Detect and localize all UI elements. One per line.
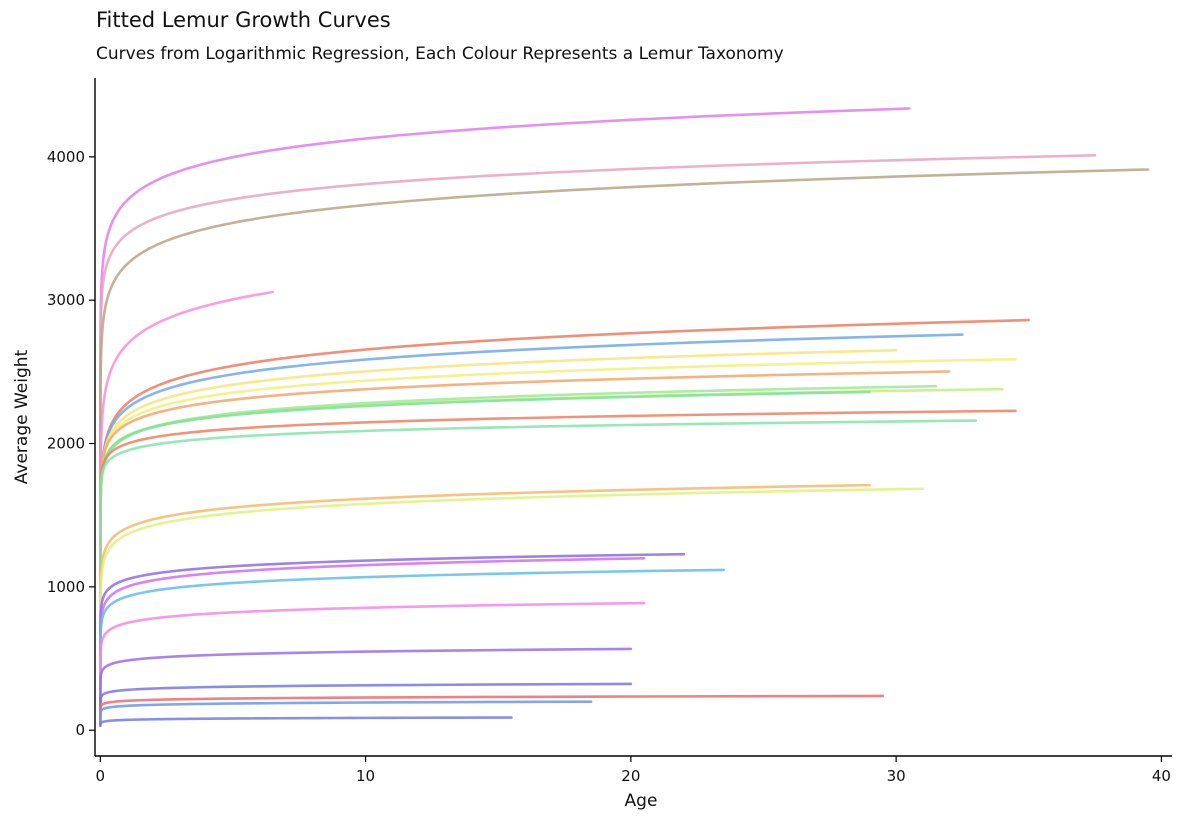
x-axis-ticks: 0 10 20 30 40 [96,756,1171,785]
growth-curve-18 [99,556,646,718]
growth-curve-19 [99,568,725,718]
growth-curve-17 [99,552,686,718]
growth-curve-8 [99,357,1017,689]
growth-curve-16 [99,487,924,711]
x-axis-title: Age [625,791,658,811]
growth-curve-15 [99,483,871,711]
growth-curve-25 [99,716,513,728]
x-tick-label: 0 [96,767,106,785]
y-tick-label: 0 [75,721,85,739]
curve-layer [99,107,1150,728]
growth-curve-23 [99,694,885,726]
x-tick-label: 10 [356,767,375,785]
x-tick-label: 30 [887,767,906,785]
y-tick-label: 3000 [47,291,85,309]
x-tick-label: 20 [621,767,640,785]
y-tick-label: 2000 [47,435,85,453]
growth-curve-12 [99,390,871,689]
x-tick-label: 40 [1152,767,1171,785]
growth-curve-4 [99,290,275,646]
chart-subtitle: Curves from Logarithmic Regression, Each… [96,44,784,64]
y-axis-ticks: 0 1000 2000 3000 4000 [47,148,95,739]
growth-curve-5 [99,318,1031,689]
growth-curve-13 [99,409,1017,689]
y-tick-label: 1000 [47,578,85,596]
growth-curve-24 [99,700,593,726]
y-axis-title: Average Weight [12,349,32,484]
growth-curve-10 [99,387,1004,689]
growth-curve-14 [99,419,978,689]
y-tick-label: 4000 [47,148,85,166]
growth-curve-11 [99,384,938,689]
chart-title: Fitted Lemur Growth Curves [96,8,391,32]
